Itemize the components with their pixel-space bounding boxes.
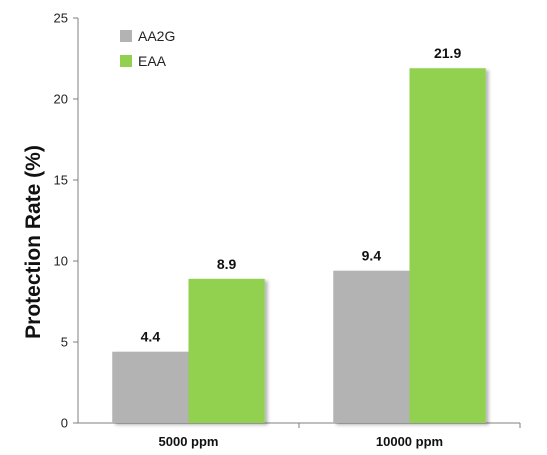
bar-eaa-2	[409, 68, 486, 423]
legend-swatch-aa2g	[120, 30, 132, 42]
data-label: 8.9	[217, 256, 237, 272]
y-tick-label: 25	[54, 11, 68, 26]
bar-eaa-1	[188, 278, 265, 423]
y-tick-label: 0	[61, 416, 68, 431]
y-axis-label: Protection Rate (%)	[22, 145, 45, 339]
legend-label-eaa: EAA	[138, 53, 167, 69]
legend-label-aa2g: AA2G	[138, 28, 175, 44]
bar-aa2g-2	[333, 270, 410, 423]
bar-aa2g-1	[112, 351, 189, 423]
y-tick-label: 10	[54, 254, 68, 269]
data-label: 21.9	[434, 45, 461, 61]
y-tick-label: 5	[61, 335, 68, 350]
data-label: 9.4	[362, 248, 382, 264]
legend-swatch-eaa	[120, 55, 132, 67]
x-tick-label: 5000 ppm	[159, 434, 219, 449]
bars: 4.4 8.9 9.4 21.9	[112, 45, 486, 423]
y-tick-label: 15	[54, 173, 68, 188]
x-tick-label: 10000 ppm	[376, 434, 443, 449]
y-tick-label: 20	[54, 92, 68, 107]
data-label: 4.4	[141, 329, 161, 345]
legend: AA2G EAA	[120, 28, 175, 69]
